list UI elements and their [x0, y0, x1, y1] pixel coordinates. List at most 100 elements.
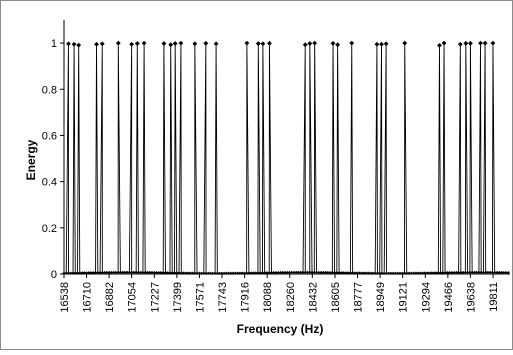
baseline-marker	[166, 271, 170, 275]
baseline-marker	[342, 271, 346, 275]
baseline-marker	[411, 271, 416, 275]
peak-marker	[115, 40, 121, 46]
baseline-marker	[339, 271, 343, 275]
baseline-marker	[499, 270, 504, 275]
baseline-marker	[481, 270, 486, 274]
baseline-marker	[450, 270, 454, 275]
baseline-marker	[321, 270, 325, 275]
baseline-marker	[127, 270, 131, 274]
baseline-marker	[267, 271, 271, 275]
peak-marker	[172, 41, 178, 46]
baseline-marker	[360, 271, 364, 275]
baseline-marker	[466, 270, 470, 275]
baseline-marker	[130, 270, 134, 274]
baseline-marker	[157, 271, 161, 275]
baseline-marker	[159, 271, 163, 275]
baseline-marker	[260, 271, 265, 275]
baseline-marker	[443, 271, 447, 275]
peak-marker	[402, 40, 408, 46]
baseline-marker	[222, 271, 226, 275]
baseline-marker	[123, 270, 127, 274]
peak-marker	[255, 41, 261, 46]
baseline-marker	[303, 270, 307, 274]
baseline-marker	[486, 270, 490, 275]
baseline-marker	[213, 271, 217, 275]
peak-marker	[267, 40, 272, 46]
x-tick-label: 16538	[59, 282, 71, 313]
baseline-marker	[470, 270, 474, 275]
baseline-marker	[396, 271, 400, 275]
peak-marker	[383, 41, 389, 47]
baseline-marker	[269, 271, 274, 275]
baseline-marker	[62, 271, 66, 275]
baseline-marker	[418, 271, 422, 275]
x-tick-label: 19811	[488, 282, 500, 312]
baseline-marker	[73, 271, 77, 275]
peak-marker	[307, 41, 313, 46]
peak-marker	[437, 43, 442, 48]
peak-marker	[260, 41, 266, 47]
baseline-marker	[353, 271, 357, 275]
baseline-marker	[301, 270, 305, 274]
baseline-marker	[136, 270, 141, 275]
baseline-marker	[168, 271, 172, 275]
peak-marker	[335, 42, 341, 48]
baseline-marker	[229, 271, 233, 275]
baseline-marker	[132, 270, 136, 274]
baseline-marker	[118, 270, 122, 275]
baseline-marker	[274, 271, 278, 275]
baseline-marker	[93, 271, 98, 275]
baseline-marker	[276, 270, 280, 275]
y-axis-label: Energy	[24, 139, 38, 180]
baseline-marker	[380, 271, 384, 275]
x-tick-label: 18605	[330, 282, 342, 313]
baseline-marker	[184, 271, 188, 275]
baseline-marker	[152, 270, 156, 275]
peak-marker	[203, 40, 209, 46]
baseline-marker	[459, 270, 463, 275]
baseline-marker	[121, 270, 125, 274]
x-tick-label: 18949	[375, 282, 387, 313]
peak-marker	[302, 42, 308, 48]
baseline-marker	[145, 270, 150, 275]
baseline-marker	[296, 270, 301, 274]
baseline-marker	[91, 271, 95, 275]
baseline-marker	[112, 270, 116, 275]
baseline-marker	[272, 271, 276, 275]
baseline-marker	[64, 271, 68, 275]
baseline-marker	[238, 271, 242, 275]
peak-marker	[129, 41, 135, 47]
baseline-marker	[310, 270, 314, 275]
peak-marker	[213, 41, 219, 47]
baseline-marker	[245, 271, 249, 275]
baseline-marker	[105, 270, 109, 275]
baseline-marker	[488, 270, 492, 275]
baseline-marker	[211, 271, 215, 275]
baseline-marker	[71, 271, 75, 275]
y-axis: 0 0.2 0.4 0.6 0.8 1	[42, 20, 65, 281]
baseline-marker	[66, 271, 71, 275]
baseline-marker	[80, 271, 84, 275]
baseline-marker	[143, 270, 147, 275]
baseline-marker	[98, 271, 102, 275]
baseline-marker	[305, 270, 310, 274]
y-tick-label: 0.2	[42, 223, 57, 235]
baseline-marker	[420, 271, 425, 275]
baseline-marker	[384, 271, 389, 275]
baseline-marker	[161, 271, 165, 275]
baseline-marker	[346, 271, 350, 275]
baseline-marker	[204, 271, 208, 275]
baseline-marker	[317, 270, 321, 275]
baseline-marker	[208, 271, 213, 275]
y-tick-label: 0.4	[42, 177, 57, 189]
baseline-marker	[217, 271, 222, 275]
x-tick-label: 16882	[104, 282, 116, 313]
baseline-marker	[497, 270, 501, 275]
baseline-marker	[242, 271, 246, 275]
baseline-marker	[400, 271, 404, 275]
baseline-marker	[254, 271, 258, 275]
baseline-marker	[96, 271, 100, 275]
baseline-marker	[186, 271, 190, 275]
baseline-marker	[150, 270, 154, 275]
